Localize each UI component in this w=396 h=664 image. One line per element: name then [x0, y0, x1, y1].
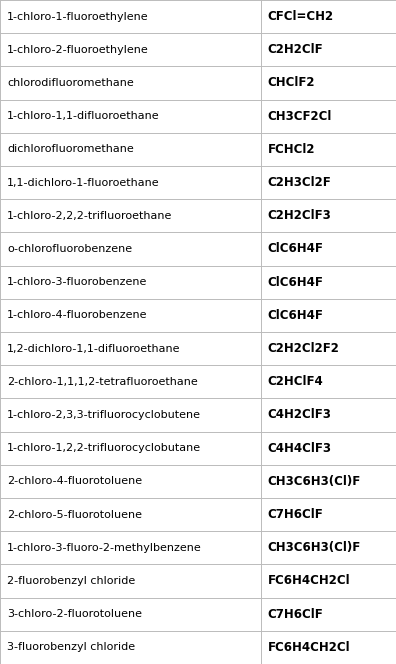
Text: 2-chloro-1,1,1,2-tetrafluoroethane: 2-chloro-1,1,1,2-tetrafluoroethane	[7, 376, 198, 387]
Text: CH3CF2Cl: CH3CF2Cl	[268, 110, 332, 123]
Text: 1,1-dichloro-1-fluoroethane: 1,1-dichloro-1-fluoroethane	[7, 177, 160, 188]
Text: 2-fluorobenzyl chloride: 2-fluorobenzyl chloride	[7, 576, 135, 586]
Text: 3-chloro-2-fluorotoluene: 3-chloro-2-fluorotoluene	[7, 609, 142, 620]
Text: chlorodifluoromethane: chlorodifluoromethane	[7, 78, 134, 88]
Text: C4H4ClF3: C4H4ClF3	[268, 442, 332, 455]
Text: C4H2ClF3: C4H2ClF3	[268, 408, 331, 422]
Text: ClC6H4F: ClC6H4F	[268, 276, 324, 289]
Text: CHClF2: CHClF2	[268, 76, 315, 90]
Text: C2H3Cl2F: C2H3Cl2F	[268, 176, 331, 189]
Text: 1,2-dichloro-1,1-difluoroethane: 1,2-dichloro-1,1-difluoroethane	[7, 343, 181, 354]
Text: CFCl=CH2: CFCl=CH2	[268, 10, 334, 23]
Text: 2-chloro-5-fluorotoluene: 2-chloro-5-fluorotoluene	[7, 509, 142, 520]
Text: 1-chloro-2,3,3-trifluorocyclobutene: 1-chloro-2,3,3-trifluorocyclobutene	[7, 410, 201, 420]
Text: CH3C6H3(Cl)F: CH3C6H3(Cl)F	[268, 475, 361, 488]
Text: 1-chloro-1,1-difluoroethane: 1-chloro-1,1-difluoroethane	[7, 111, 160, 122]
Text: C7H6ClF: C7H6ClF	[268, 608, 324, 621]
Text: 2-chloro-4-fluorotoluene: 2-chloro-4-fluorotoluene	[7, 476, 142, 487]
Text: C2H2ClF: C2H2ClF	[268, 43, 323, 56]
Text: FC6H4CH2Cl: FC6H4CH2Cl	[268, 574, 350, 588]
Text: o-chlorofluorobenzene: o-chlorofluorobenzene	[7, 244, 132, 254]
Text: dichlorofluoromethane: dichlorofluoromethane	[7, 144, 134, 155]
Text: CH3C6H3(Cl)F: CH3C6H3(Cl)F	[268, 541, 361, 554]
Text: 1-chloro-1,2,2-trifluorocyclobutane: 1-chloro-1,2,2-trifluorocyclobutane	[7, 443, 201, 454]
Text: C2H2ClF3: C2H2ClF3	[268, 209, 331, 222]
Text: 1-chloro-4-fluorobenzene: 1-chloro-4-fluorobenzene	[7, 310, 148, 321]
Text: FCHCl2: FCHCl2	[268, 143, 315, 156]
Text: ClC6H4F: ClC6H4F	[268, 309, 324, 322]
Text: C2H2Cl2F2: C2H2Cl2F2	[268, 342, 340, 355]
Text: 1-chloro-1-fluoroethylene: 1-chloro-1-fluoroethylene	[7, 11, 149, 22]
Text: 1-chloro-3-fluorobenzene: 1-chloro-3-fluorobenzene	[7, 277, 147, 288]
Text: 3-fluorobenzyl chloride: 3-fluorobenzyl chloride	[7, 642, 135, 653]
Text: C2HClF4: C2HClF4	[268, 375, 324, 388]
Text: 1-chloro-2,2,2-trifluoroethane: 1-chloro-2,2,2-trifluoroethane	[7, 210, 173, 221]
Text: FC6H4CH2Cl: FC6H4CH2Cl	[268, 641, 350, 654]
Text: ClC6H4F: ClC6H4F	[268, 242, 324, 256]
Text: 1-chloro-3-fluoro-2-methylbenzene: 1-chloro-3-fluoro-2-methylbenzene	[7, 542, 202, 553]
Text: C7H6ClF: C7H6ClF	[268, 508, 324, 521]
Text: 1-chloro-2-fluoroethylene: 1-chloro-2-fluoroethylene	[7, 44, 149, 55]
